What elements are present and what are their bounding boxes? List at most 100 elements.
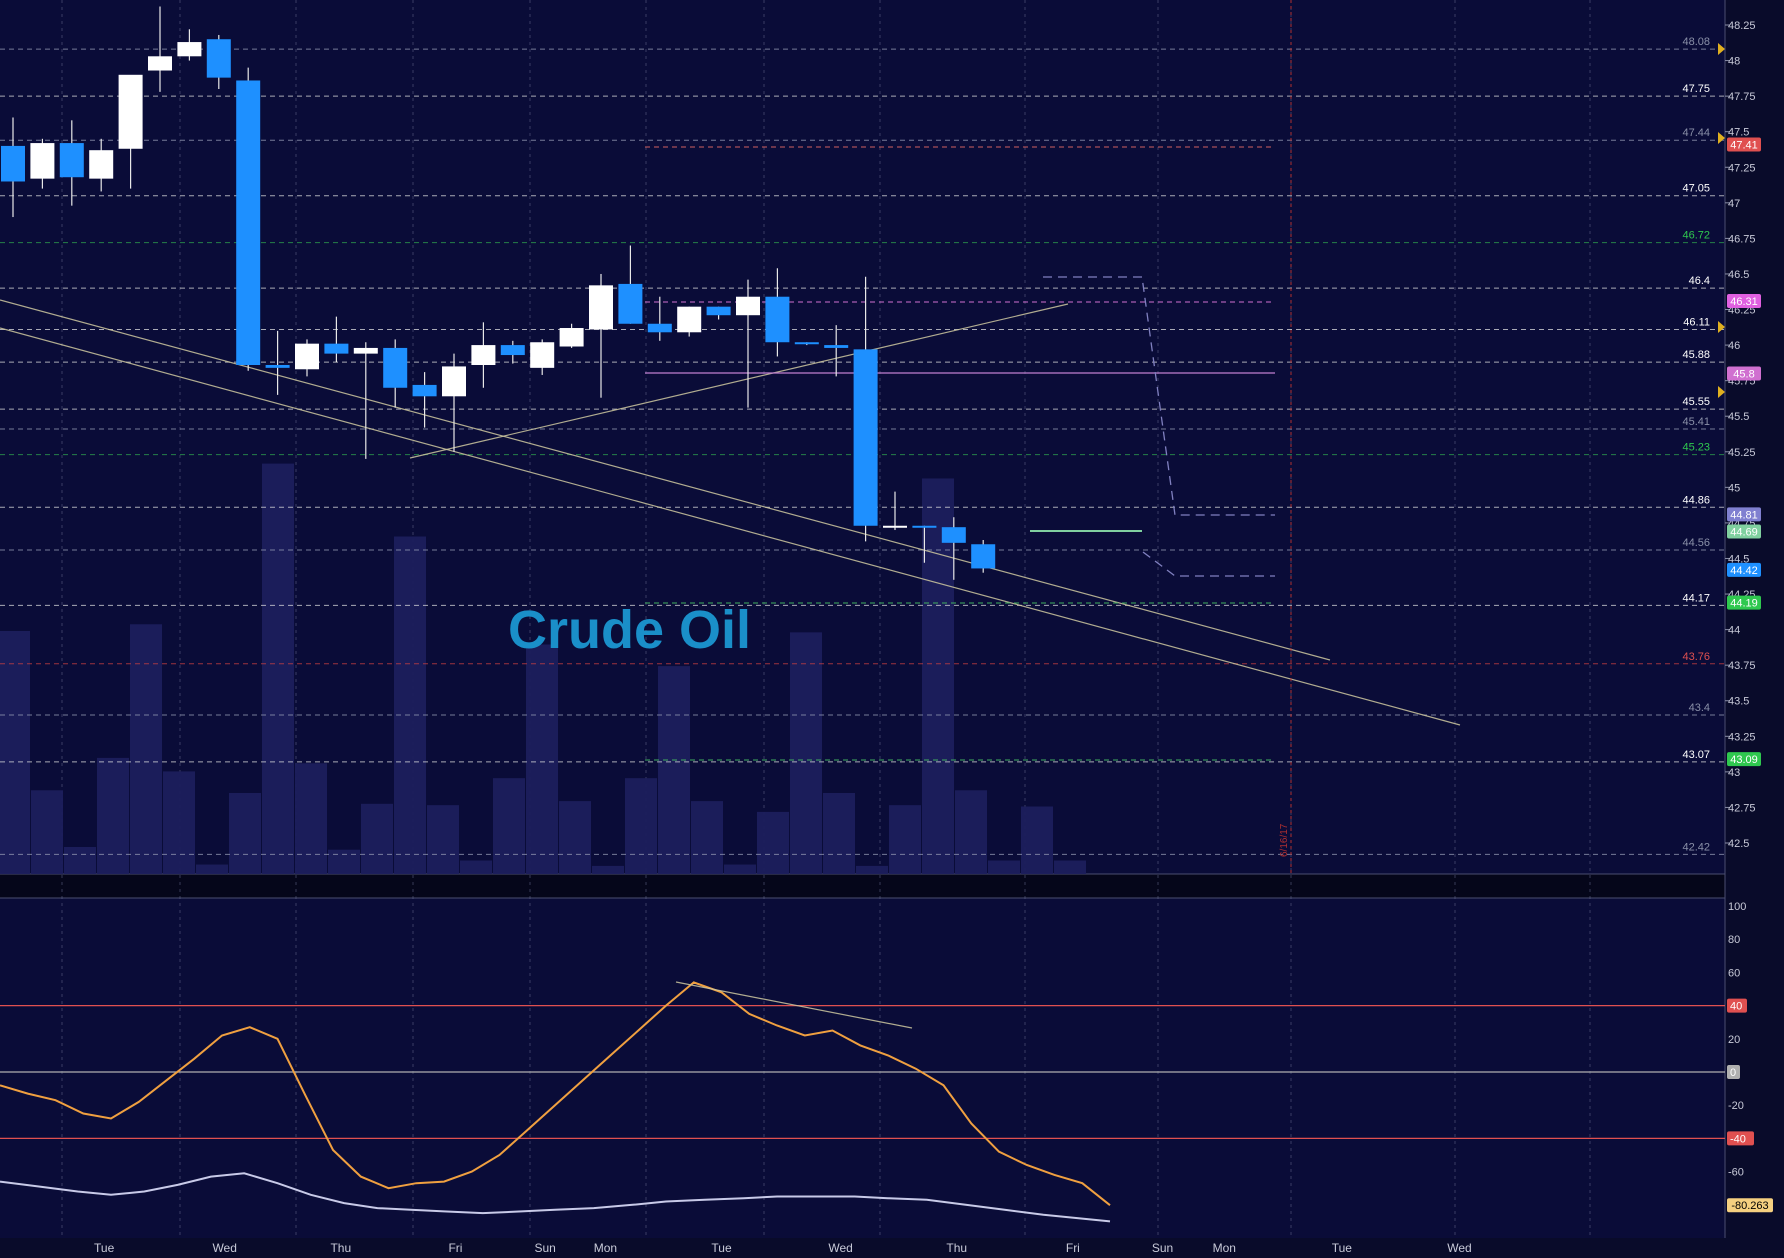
time-axis-label: Mon [1213, 1241, 1236, 1255]
oscillator-tick-label: 100 [1728, 901, 1746, 913]
price-marker-arrow [1718, 132, 1725, 144]
oscillator-level-label: 40 [1730, 1001, 1742, 1013]
candle-body [324, 343, 349, 354]
time-axis-label: Thu [330, 1241, 351, 1255]
time-axis-label: Tue [94, 1241, 115, 1255]
oscillator-level-badge [1727, 1131, 1754, 1146]
price-tick-label: 42.75 [1728, 802, 1756, 814]
volume-bar [988, 860, 1020, 874]
candle-body [118, 74, 143, 149]
oscillator-slow-line [0, 1172, 1111, 1223]
oscillator-level-label: 0 [1730, 1067, 1736, 1079]
level-label: 43.76 [1682, 651, 1710, 663]
volume-bar [889, 805, 921, 874]
volume-bar [460, 860, 492, 874]
time-axis-label: Sun [1152, 1241, 1173, 1255]
price-tick-label: 46.75 [1728, 233, 1756, 245]
price-tick-label: 46.5 [1728, 269, 1749, 281]
candle-body [589, 285, 613, 330]
level-label: 46.4 [1689, 275, 1710, 287]
price-tick-label: 42.5 [1728, 838, 1749, 850]
price-tick-label: 47.25 [1728, 162, 1756, 174]
oscillator-level-badge [1727, 998, 1747, 1013]
oscillator-tick-label: 20 [1728, 1034, 1740, 1046]
volume-bar [196, 864, 228, 874]
candle-body [30, 143, 55, 179]
candle-body [794, 342, 819, 345]
candle-body [736, 296, 760, 316]
level-label: 45.88 [1682, 349, 1710, 361]
candle-body [677, 306, 702, 333]
time-axis-label: Tue [1332, 1241, 1353, 1255]
level-label: 46.72 [1682, 230, 1710, 242]
volume-bar [493, 778, 525, 874]
time-axis-label: Thu [946, 1241, 967, 1255]
volume-bar [1054, 860, 1086, 874]
price-badge-label: 44.42 [1730, 565, 1758, 577]
price-badge-label: 44.81 [1730, 509, 1758, 521]
price-badge-label: 43.09 [1730, 754, 1758, 766]
pane-separator [0, 874, 1725, 898]
time-axis-label: Fri [1066, 1241, 1080, 1255]
price-tick-label: 44.5 [1728, 553, 1749, 565]
price-badge-label: 45.8 [1733, 369, 1754, 381]
candle-body [236, 80, 261, 366]
oscillator-pane [0, 898, 1725, 1238]
volume-bar [394, 536, 426, 874]
volume-bar [526, 644, 558, 874]
volume-bar [559, 801, 591, 874]
candle-body [383, 347, 408, 388]
price-tick-label: 43.25 [1728, 731, 1756, 743]
volume-bar [97, 757, 129, 874]
volume-bar [955, 790, 987, 874]
price-marker-arrow [1718, 321, 1725, 333]
oscillator-current-label: -80.263 [1731, 1200, 1768, 1212]
volume-bar [922, 478, 954, 874]
candle-body [765, 296, 790, 343]
price-tick-label: 43 [1728, 767, 1740, 779]
candle-body [912, 525, 937, 528]
price-badge [1727, 524, 1761, 539]
price-badge-label: 46.31 [1730, 296, 1758, 308]
price-tick-label: 47.5 [1728, 127, 1749, 139]
candle-body [706, 306, 731, 316]
level-label: 47.05 [1682, 183, 1710, 195]
time-axis-label: Wed [1447, 1241, 1471, 1255]
oscillator-trendline [675, 981, 913, 1029]
candle-body [500, 345, 525, 356]
volume-bar [658, 666, 690, 874]
time-axis-label: Wed [212, 1241, 236, 1255]
volume-bar [229, 793, 261, 874]
volume-bar [1021, 806, 1053, 874]
level-label: 43.4 [1689, 702, 1710, 714]
time-axis-label: Mon [594, 1241, 617, 1255]
price-badge-label: 44.69 [1730, 526, 1758, 538]
candle-body [618, 283, 643, 324]
volume-bar [592, 865, 624, 874]
time-axis-label: Wed [828, 1241, 852, 1255]
price-tick-label: 47 [1728, 198, 1740, 210]
level-label: 45.23 [1682, 442, 1710, 454]
oscillator-tick-label: 60 [1728, 967, 1740, 979]
price-badge [1727, 366, 1761, 381]
candle-body [177, 42, 202, 57]
volume-bar [64, 847, 96, 874]
candle-body [295, 343, 319, 370]
candle-body [265, 365, 290, 368]
price-tick-label: 43.75 [1728, 660, 1756, 672]
volume-bar [724, 864, 756, 874]
price-badge-label: 44.19 [1730, 598, 1758, 610]
candle-body [647, 323, 672, 333]
candle-body [530, 342, 555, 368]
volume-bar [163, 771, 195, 874]
level-label: 44.17 [1682, 592, 1710, 604]
time-axis-label: Fri [448, 1241, 462, 1255]
volume-bar [625, 778, 657, 874]
price-tick-label: 45.5 [1728, 411, 1749, 423]
volume-bar [361, 803, 393, 874]
candle-body [206, 39, 231, 78]
volume-bar [262, 463, 294, 874]
volume-bar [691, 801, 723, 874]
level-label: 42.42 [1682, 841, 1710, 853]
volume-bar [790, 632, 822, 874]
